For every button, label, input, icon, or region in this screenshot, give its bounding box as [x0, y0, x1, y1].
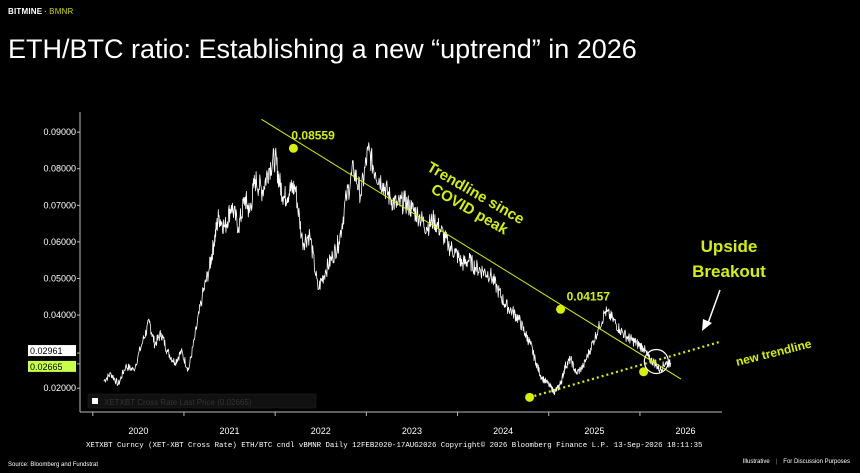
- legend-swatch: [92, 398, 98, 404]
- x-tick-label: 2025: [584, 426, 604, 436]
- discussion-label: For Discussion Purposes: [783, 459, 850, 465]
- pivot-marker: [525, 392, 535, 402]
- y-tick-label: 0.02665: [30, 362, 63, 372]
- breakout-arrow-head: [702, 319, 712, 331]
- y-tick-label: 0.05000: [43, 273, 76, 283]
- x-tick-label: 2023: [402, 426, 422, 436]
- peak-value-label: 0.08559: [291, 128, 335, 142]
- x-tick-label: 2021: [220, 426, 240, 436]
- y-tick-label: 0.08000: [43, 164, 76, 174]
- brand-separator: ·: [44, 7, 48, 16]
- illustrative-label: Illustrative: [742, 459, 770, 465]
- trendline-covid-peak: [261, 118, 682, 380]
- y-tick-label: 0.02000: [43, 383, 76, 393]
- pivot-marker: [556, 304, 566, 314]
- brand-name: BITMINE: [8, 7, 43, 16]
- y-tag-box: [28, 360, 76, 372]
- new-trendline-label: new trendline: [734, 337, 813, 369]
- pivot-marker: [288, 143, 298, 153]
- breakout-circle: [643, 348, 669, 375]
- breakout-label-line2: Breakout: [692, 262, 766, 281]
- breakout-arrow-shaft: [706, 289, 721, 327]
- price-line: [103, 142, 672, 396]
- y-tick-label: 0.09000: [43, 127, 76, 137]
- chart-axes: 0.09000 0.08000 0.07000 0.06000 0.05000 0.040…: [28, 112, 722, 450]
- footer-disclaimer: Illustrative | For Discussion Purposes: [743, 459, 850, 465]
- price-series: [103, 142, 672, 396]
- breakout-label-line1: Upside: [701, 237, 758, 256]
- x-tick-label: 2020: [128, 426, 148, 436]
- y-tick-label: 0.02961: [30, 346, 63, 356]
- brand-ticker: BMNR: [49, 7, 74, 16]
- page-title: ETH/BTC ratio: Establishing a new “uptre…: [8, 34, 637, 64]
- high-2025-value-label: 0.04157: [567, 289, 611, 303]
- legend-box: [87, 393, 317, 409]
- bloomberg-caption: XETXBT Curncy (XET-XBT Cross Rate) ETH/B…: [86, 441, 702, 450]
- trendline-new: [529, 340, 721, 399]
- x-tick-label: 2026: [676, 426, 696, 436]
- x-tick-label: 2022: [311, 426, 331, 436]
- legend-label: XETXBT Cross Rate Last Price (0.02665): [104, 398, 252, 407]
- pivot-marker: [639, 367, 649, 377]
- y-tag-box: [28, 345, 76, 357]
- footer-separator: |: [775, 459, 778, 465]
- brand: BITMINE · BMNR: [8, 7, 74, 16]
- y-tick-label: 0.07000: [43, 200, 76, 210]
- y-tick-label: 0.04000: [43, 310, 76, 320]
- y-tick-label: 0.06000: [43, 237, 76, 247]
- source-note: Source: Bloomberg and Fundstrat: [8, 462, 99, 468]
- x-tick-label: 2024: [493, 426, 513, 436]
